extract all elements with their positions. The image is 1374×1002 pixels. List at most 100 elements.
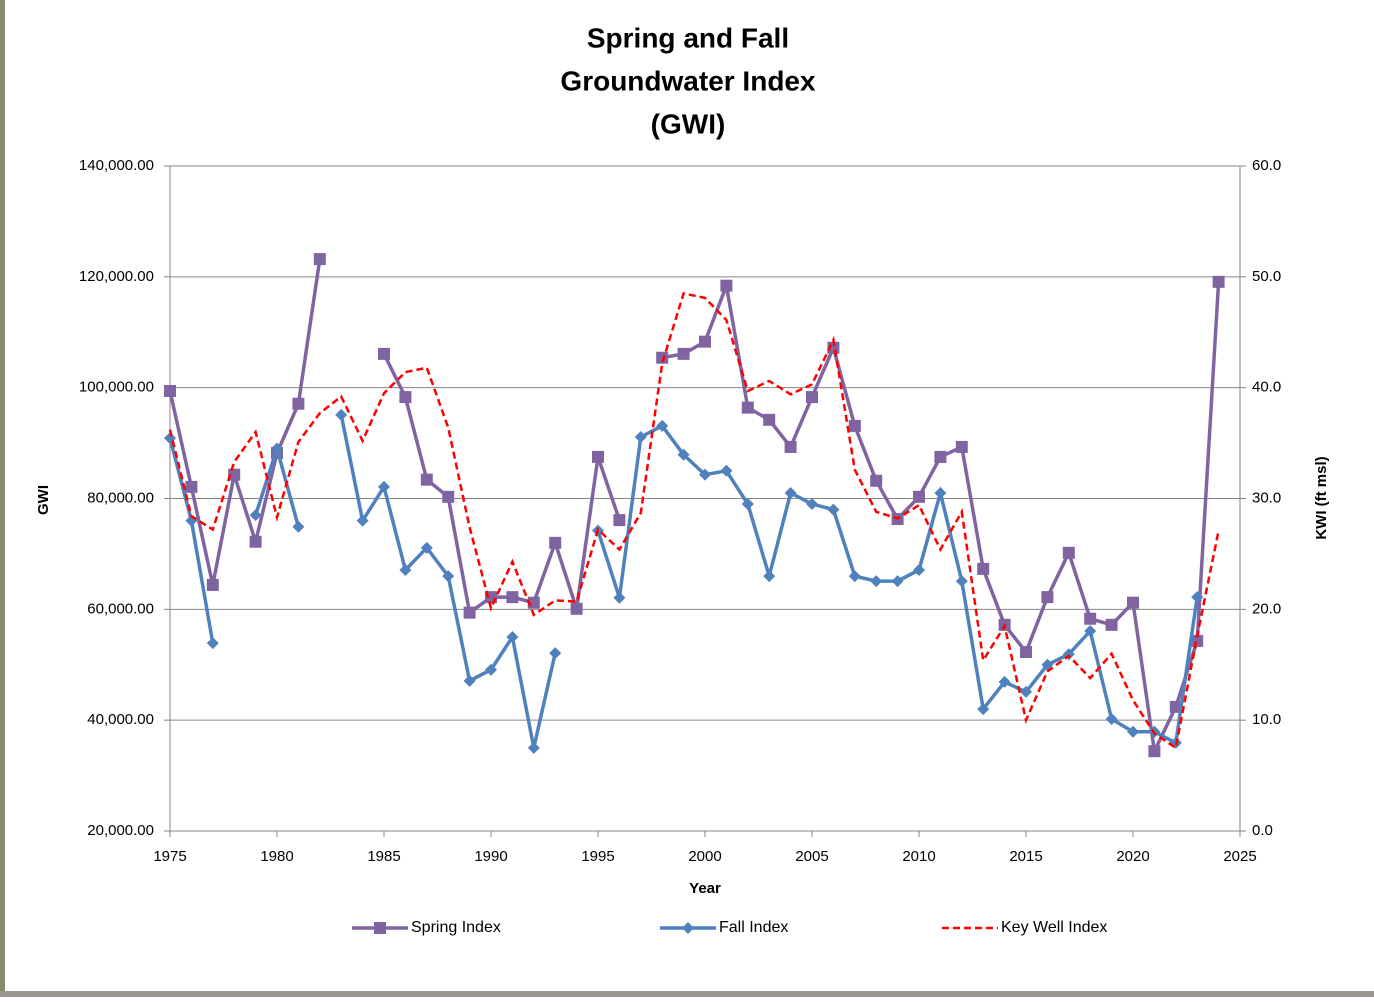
y-tick-label: 100,000.00 bbox=[79, 379, 154, 396]
data-point bbox=[1105, 618, 1118, 631]
y-tick-label: 140,000.00 bbox=[79, 157, 154, 174]
data-point bbox=[656, 419, 669, 432]
y2-axis-title: KWI (ft msl) bbox=[1313, 456, 1330, 539]
data-point bbox=[1191, 591, 1204, 604]
data-point bbox=[1084, 624, 1097, 637]
series-line bbox=[168, 258, 1221, 758]
data-point bbox=[806, 498, 818, 511]
data-point bbox=[485, 663, 497, 676]
legend-label: Spring Index bbox=[411, 919, 501, 936]
data-point bbox=[699, 335, 711, 348]
data-point bbox=[613, 591, 626, 604]
data-point bbox=[378, 347, 390, 360]
data-point bbox=[506, 591, 519, 604]
data-point bbox=[634, 430, 647, 443]
data-point bbox=[378, 480, 390, 493]
legend-marker bbox=[682, 922, 694, 934]
legend-label: Fall Index bbox=[719, 919, 788, 936]
data-point bbox=[271, 442, 283, 455]
x-tick-label: 2025 bbox=[1223, 848, 1256, 865]
data-point bbox=[763, 413, 776, 426]
data-point bbox=[1169, 700, 1182, 713]
y-tick-label: 60,000.00 bbox=[87, 600, 154, 617]
data-point bbox=[806, 391, 818, 404]
data-point bbox=[741, 498, 754, 511]
data-point bbox=[1062, 546, 1075, 559]
y-tick-label: 40,000.00 bbox=[87, 711, 154, 728]
data-point bbox=[934, 486, 947, 499]
data-point bbox=[870, 575, 883, 588]
data-point bbox=[656, 351, 669, 364]
data-point bbox=[699, 468, 711, 481]
y2-tick-label: 10.0 bbox=[1252, 711, 1281, 728]
data-point bbox=[827, 503, 840, 516]
x-tick-label: 1990 bbox=[474, 848, 507, 865]
y2-tick-label: 0.0 bbox=[1252, 822, 1273, 839]
background-strip bbox=[0, 991, 1374, 997]
data-point bbox=[164, 384, 176, 397]
x-tick-label: 1975 bbox=[153, 848, 186, 865]
y2-tick-label: 50.0 bbox=[1252, 268, 1281, 285]
data-point bbox=[335, 408, 348, 421]
data-point bbox=[1105, 713, 1118, 726]
data-point bbox=[1212, 275, 1225, 288]
data-point bbox=[848, 570, 861, 583]
y-tick-label: 20,000.00 bbox=[87, 822, 154, 839]
data-point bbox=[784, 486, 797, 499]
x-axis-title: Year bbox=[689, 880, 721, 897]
data-point bbox=[1127, 596, 1139, 609]
y2-tick-label: 40.0 bbox=[1252, 379, 1281, 396]
data-point bbox=[677, 448, 690, 461]
data-point bbox=[570, 602, 583, 615]
y2-tick-label: 30.0 bbox=[1252, 489, 1281, 506]
data-point bbox=[249, 535, 262, 548]
data-point bbox=[206, 578, 219, 591]
x-tick-label: 1995 bbox=[581, 848, 614, 865]
data-point bbox=[613, 514, 626, 527]
x-tick-label: 2010 bbox=[902, 848, 935, 865]
data-point bbox=[848, 419, 861, 432]
series-line bbox=[168, 292, 1220, 750]
data-point bbox=[1127, 725, 1139, 738]
data-point bbox=[399, 391, 412, 404]
data-point bbox=[998, 675, 1011, 688]
x-tick-label: 2005 bbox=[795, 848, 828, 865]
data-point bbox=[442, 490, 455, 503]
data-point bbox=[185, 480, 198, 493]
data-point bbox=[549, 536, 562, 549]
legend-marker bbox=[374, 922, 386, 934]
chart-title: Groundwater Index bbox=[560, 65, 816, 96]
data-point bbox=[228, 468, 241, 481]
data-point bbox=[720, 279, 733, 292]
data-point bbox=[1020, 685, 1032, 698]
data-point bbox=[292, 397, 305, 410]
y2-tick-label: 60.0 bbox=[1252, 157, 1281, 174]
data-point bbox=[934, 450, 947, 463]
data-point bbox=[913, 490, 925, 503]
data-point bbox=[463, 606, 476, 619]
data-point bbox=[506, 631, 519, 644]
data-point bbox=[249, 509, 262, 522]
data-point bbox=[1191, 634, 1204, 647]
data-point bbox=[592, 450, 604, 463]
chart-title: (GWI) bbox=[651, 108, 726, 139]
data-point bbox=[399, 563, 412, 576]
data-point bbox=[784, 440, 797, 453]
data-point bbox=[955, 575, 968, 588]
series-line bbox=[168, 414, 1199, 749]
data-point bbox=[420, 541, 433, 554]
data-point bbox=[977, 562, 990, 575]
background-strip bbox=[0, 0, 5, 997]
data-point bbox=[1041, 591, 1054, 604]
data-point bbox=[442, 570, 455, 583]
x-tick-label: 1980 bbox=[260, 848, 293, 865]
y-tick-label: 80,000.00 bbox=[87, 489, 154, 506]
data-point bbox=[677, 347, 690, 360]
data-point bbox=[527, 741, 540, 754]
data-point bbox=[913, 563, 925, 576]
chart-title: Spring and Fall bbox=[587, 22, 789, 53]
y2-tick-label: 20.0 bbox=[1252, 600, 1281, 617]
data-point bbox=[549, 647, 562, 660]
legend-label: Key Well Index bbox=[1001, 919, 1107, 936]
